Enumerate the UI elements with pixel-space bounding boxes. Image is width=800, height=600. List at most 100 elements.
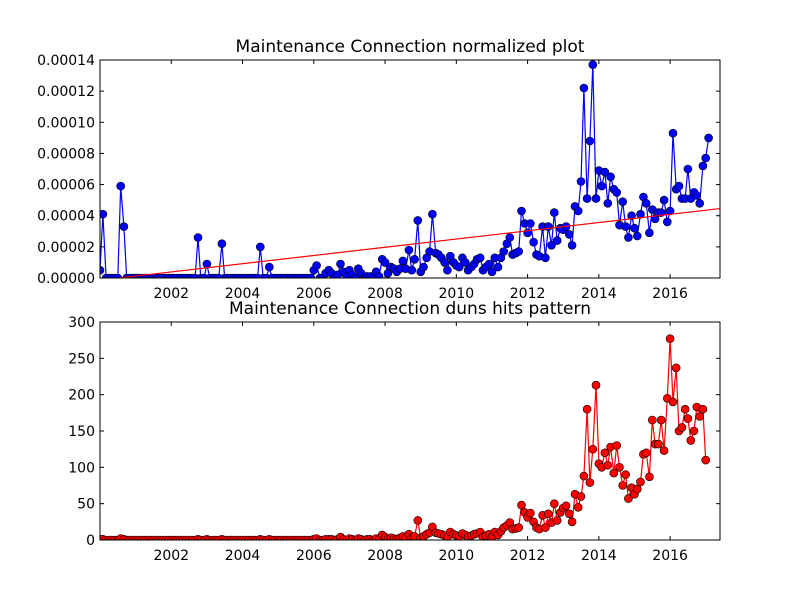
x-tick-label: 2014 — [581, 548, 617, 564]
data-point — [695, 199, 705, 208]
data-point — [374, 272, 384, 278]
data-point — [306, 273, 316, 278]
data-point — [618, 481, 628, 490]
data-point — [404, 245, 414, 255]
data-point — [683, 414, 693, 423]
data-point — [529, 237, 538, 247]
data-point — [119, 222, 129, 231]
data-point — [636, 477, 645, 487]
data-point — [564, 509, 574, 519]
y-tick-label: 0.00008 — [37, 146, 95, 162]
data-point — [621, 222, 630, 231]
data-point — [692, 191, 702, 200]
data-point — [659, 195, 669, 205]
data-point — [704, 133, 713, 143]
y-tick-label: 0.00010 — [37, 115, 95, 131]
data-point — [591, 194, 601, 203]
data-point — [549, 208, 559, 217]
y-tick-label: 0.00014 — [37, 53, 95, 69]
x-tick-label: 2014 — [581, 286, 617, 302]
y-axis: 0 50 100 150 200 250 300 — [68, 315, 720, 549]
x-tick-label: 2016 — [652, 548, 688, 564]
data-point — [597, 181, 607, 191]
y-tick-label: 50 — [77, 497, 95, 513]
data-point — [654, 439, 663, 449]
data-point — [576, 177, 586, 186]
data-point — [567, 517, 577, 527]
data-point — [701, 153, 711, 163]
data-point — [475, 253, 485, 263]
data-point — [662, 217, 672, 227]
x-tick-label: 2012 — [510, 548, 546, 564]
data-point — [100, 265, 105, 275]
data-point — [543, 222, 553, 231]
y-tick-label: 250 — [68, 351, 95, 367]
y-tick-label: 150 — [68, 424, 95, 440]
data-point — [573, 206, 583, 216]
data-point — [668, 128, 678, 138]
data-point — [454, 262, 464, 272]
data-point — [612, 188, 622, 197]
chart-duns-hits: Maintenance Connection duns hits pattern… — [68, 299, 721, 564]
data-point — [264, 262, 274, 272]
data-point — [419, 262, 428, 272]
plot-frame — [99, 321, 721, 541]
data-point — [630, 223, 639, 233]
data-point — [632, 484, 642, 494]
x-tick-label: 2008 — [367, 286, 403, 302]
data-point — [407, 265, 417, 275]
data-point — [618, 197, 628, 206]
data-point — [695, 412, 705, 421]
data-point — [585, 478, 595, 487]
data-point — [413, 216, 423, 225]
data-point — [585, 136, 595, 146]
data-point — [632, 231, 642, 241]
data-point — [255, 242, 265, 252]
data-point — [460, 258, 470, 267]
data-point — [113, 273, 123, 278]
data-point — [410, 254, 419, 264]
chart-title: Maintenance Connection duns hits pattern — [229, 299, 591, 319]
y-tick-label: 100 — [68, 460, 95, 476]
data-point — [567, 241, 577, 250]
plot-area — [100, 334, 711, 540]
data-point — [645, 228, 654, 238]
data-point — [217, 239, 227, 248]
data-point — [677, 423, 687, 432]
data-point — [668, 397, 678, 407]
data-point — [505, 233, 515, 242]
x-tick-label: 2002 — [153, 286, 189, 302]
data-point — [600, 448, 610, 458]
x-tick-label: 2002 — [153, 548, 189, 564]
data-point — [588, 60, 598, 69]
data-point — [336, 259, 345, 269]
data-point — [665, 206, 675, 216]
data-point — [582, 404, 592, 414]
series-group — [100, 334, 711, 540]
data-point — [493, 262, 503, 272]
data-point — [621, 470, 630, 479]
data-point — [547, 241, 556, 250]
data-point — [428, 209, 437, 219]
data-point — [680, 404, 690, 414]
x-tick-label: 2006 — [296, 286, 332, 302]
data-point — [641, 448, 651, 458]
data-point — [698, 161, 708, 171]
data-point — [312, 261, 321, 270]
data-point — [671, 363, 681, 373]
data-point — [689, 426, 699, 436]
x-tick-label: 2004 — [225, 286, 261, 302]
data-point — [561, 501, 571, 511]
y-tick-label: 200 — [68, 388, 95, 404]
x-tick-label: 2010 — [439, 286, 475, 302]
x-tick-label: 2006 — [296, 548, 332, 564]
data-point — [588, 444, 598, 454]
y-tick-label: 300 — [68, 315, 95, 331]
x-tick-label: 2016 — [652, 286, 688, 302]
data-point — [612, 441, 622, 450]
data-point — [627, 211, 636, 220]
y-tick-label: 0.00012 — [37, 84, 95, 100]
data-point — [564, 230, 574, 239]
x-tick-label: 2010 — [439, 548, 475, 564]
